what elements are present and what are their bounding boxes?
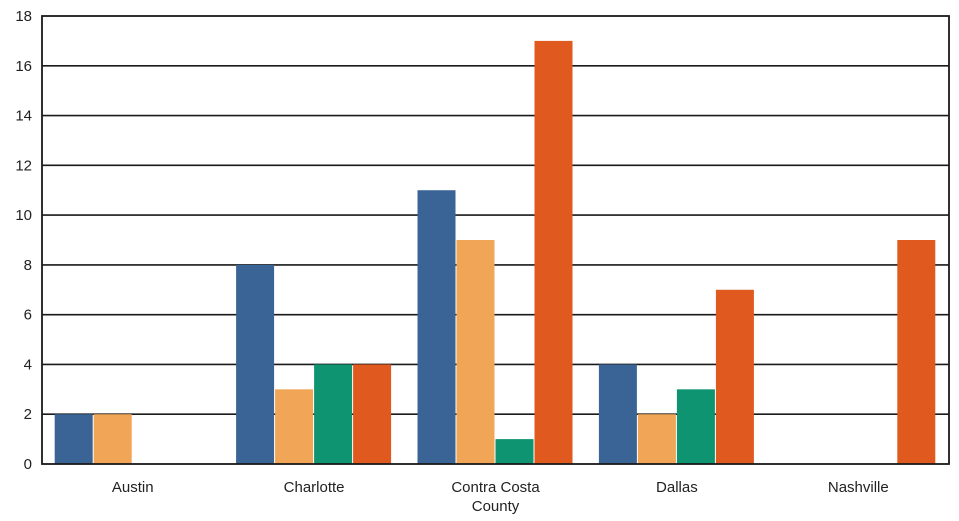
y-axis-ticks: 0 2 4 6 8 10 12 14 16 18 — [15, 8, 32, 473]
x-category-label-line: Dallas — [656, 479, 698, 496]
bar — [54, 414, 93, 464]
x-axis-labels: Austin Charlotte Contra Costa County Dallas N… — [112, 479, 889, 515]
gridlines — [42, 64, 949, 416]
bar — [495, 439, 534, 464]
bar — [353, 364, 392, 464]
plot-border — [41, 15, 950, 465]
bar — [93, 414, 132, 464]
y-tick-label: 18 — [15, 8, 32, 25]
bar — [598, 364, 637, 464]
x-category-label-line: Contra Costa — [451, 479, 540, 496]
bar — [275, 389, 314, 464]
x-category-label-line: County — [472, 498, 520, 515]
bar — [417, 190, 456, 464]
bar — [715, 289, 754, 464]
plot-frame — [41, 15, 950, 465]
y-tick-label: 10 — [15, 207, 32, 224]
bar — [676, 389, 715, 464]
x-category-label-line: Austin — [112, 479, 154, 496]
y-tick-label: 8 — [24, 257, 32, 274]
bar — [534, 40, 573, 465]
bar — [236, 264, 275, 464]
y-tick-label: 16 — [15, 58, 32, 75]
y-tick-label: 6 — [24, 307, 32, 324]
bar — [637, 414, 676, 464]
y-tick-label: 4 — [24, 356, 32, 373]
x-category-label: Charlotte — [284, 479, 345, 496]
x-category-label: Dallas — [656, 479, 698, 496]
bar — [897, 240, 936, 464]
x-category-label: Contra Costa County — [451, 479, 540, 515]
x-category-label-line: Charlotte — [284, 479, 345, 496]
y-tick-label: 2 — [24, 406, 32, 423]
bar — [456, 240, 495, 464]
bar — [314, 364, 353, 464]
x-category-label: Austin — [112, 479, 154, 496]
x-category-label-line: Nashville — [828, 479, 889, 496]
x-category-label: Nashville — [828, 479, 889, 496]
bars — [54, 40, 936, 465]
y-tick-label: 12 — [15, 157, 32, 174]
y-tick-label: 14 — [15, 108, 32, 125]
y-tick-label: 0 — [24, 456, 32, 473]
